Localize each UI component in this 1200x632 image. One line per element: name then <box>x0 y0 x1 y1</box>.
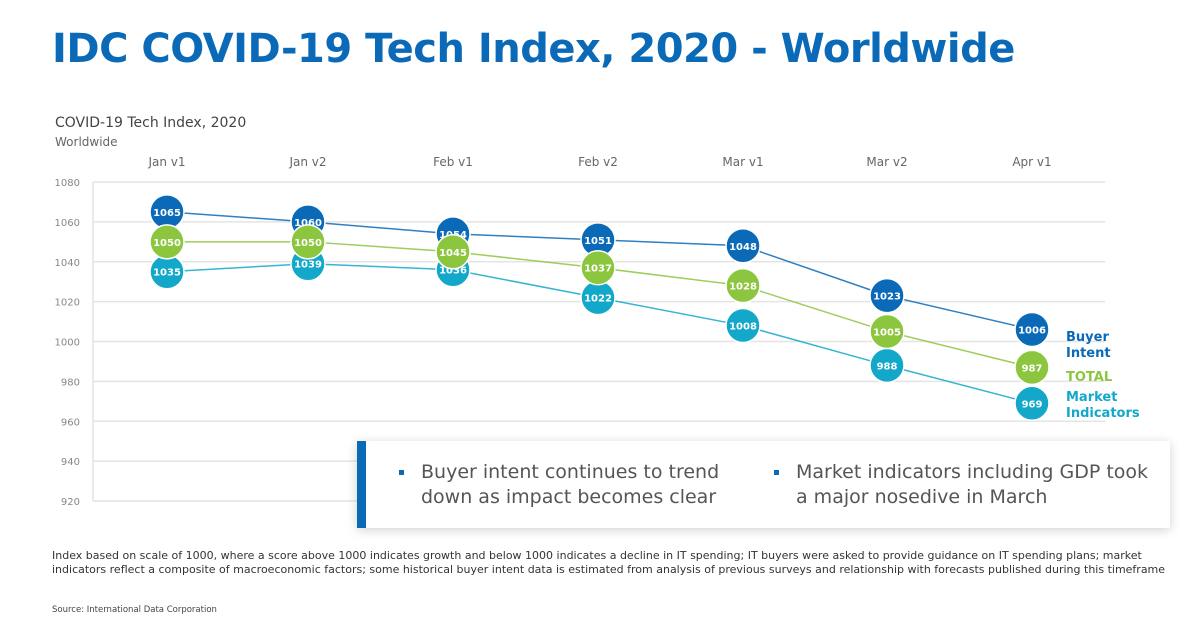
data-point-marker <box>1014 349 1050 386</box>
y-tick-label: 920 <box>61 497 80 508</box>
bullet-square-icon <box>774 470 779 475</box>
footnote: Index based on scale of 1000, where a sc… <box>52 549 1166 576</box>
y-tick-label: 1080 <box>55 178 80 189</box>
chart-subtitle: Worldwide <box>55 135 118 149</box>
legend-label: TOTAL <box>1066 370 1112 385</box>
data-point-marker <box>290 224 326 260</box>
data-point-marker <box>725 228 761 264</box>
callout-bullet: Market indicators including GDP took a m… <box>774 460 1156 510</box>
key-takeaways-callout: Buyer intent continues to trend down as … <box>357 441 1170 528</box>
data-label: 1005 <box>873 328 901 339</box>
data-label: 1022 <box>584 294 612 305</box>
x-tick-label: Feb v2 <box>578 155 618 169</box>
data-label: 969 <box>1022 399 1043 410</box>
data-point-marker <box>580 249 616 286</box>
data-point-marker <box>1014 311 1050 348</box>
data-label: 988 <box>877 361 898 372</box>
data-point-marker <box>149 224 185 260</box>
data-point-marker <box>869 313 905 350</box>
data-label: 1048 <box>729 242 757 253</box>
y-tick-label: 1000 <box>55 338 80 349</box>
source-note: Source: International Data Corporation <box>52 605 217 615</box>
x-tick-label: Mar v2 <box>866 155 907 169</box>
data-label: 1050 <box>294 238 322 249</box>
data-label: 1060 <box>294 218 322 229</box>
x-tick-label: Jan v2 <box>288 155 326 169</box>
legend-label: Indicators <box>1066 406 1140 421</box>
data-label: 1036 <box>439 266 467 277</box>
data-label: 1023 <box>873 292 901 303</box>
data-point-marker <box>725 307 761 344</box>
data-label: 1006 <box>1018 326 1046 337</box>
legend-label: Market <box>1066 390 1117 405</box>
data-label: 1037 <box>584 264 612 275</box>
data-point-marker <box>435 234 471 270</box>
data-point-marker <box>1014 385 1050 422</box>
data-label: 1028 <box>729 282 757 293</box>
data-label: 1045 <box>439 248 467 259</box>
data-point-marker <box>869 277 905 314</box>
y-tick-label: 940 <box>61 457 80 468</box>
data-label: 1065 <box>153 208 181 219</box>
x-tick-label: Apr v1 <box>1012 155 1051 169</box>
data-label: 1008 <box>729 322 757 333</box>
y-tick-label: 1020 <box>55 298 80 309</box>
x-tick-label: Jan v1 <box>147 155 185 169</box>
legend-label: Intent <box>1066 346 1111 361</box>
x-tick-label: Feb v1 <box>433 155 473 169</box>
data-label: 1039 <box>294 260 322 271</box>
data-label: 1050 <box>153 238 181 249</box>
data-label: 1051 <box>584 236 612 247</box>
line-chart: 920 940 960 980 1000 1020 1040 1060 1080 Jan v1 Ja… <box>55 155 1140 508</box>
data-label: 1035 <box>153 268 181 279</box>
bullet-square-icon <box>399 470 404 475</box>
y-tick-label: 980 <box>61 377 80 388</box>
page-title: IDC COVID-19 Tech Index, 2020 - Worldwid… <box>52 26 1015 72</box>
callout-bullet-text: Market indicators including GDP took a m… <box>796 461 1149 508</box>
y-tick-label: 1060 <box>55 218 80 229</box>
callout-bullet-text: Buyer intent continues to trend down as … <box>421 461 720 508</box>
x-tick-label: Mar v1 <box>722 155 763 169</box>
y-tick-label: 1040 <box>55 258 80 269</box>
legend-label: Buyer <box>1066 330 1109 345</box>
y-tick-label: 960 <box>61 417 80 428</box>
chart-title: COVID-19 Tech Index, 2020 <box>55 115 247 131</box>
callout-bullet: Buyer intent continues to trend down as … <box>399 460 751 510</box>
data-label: 987 <box>1022 363 1043 374</box>
data-point-marker <box>725 267 761 304</box>
